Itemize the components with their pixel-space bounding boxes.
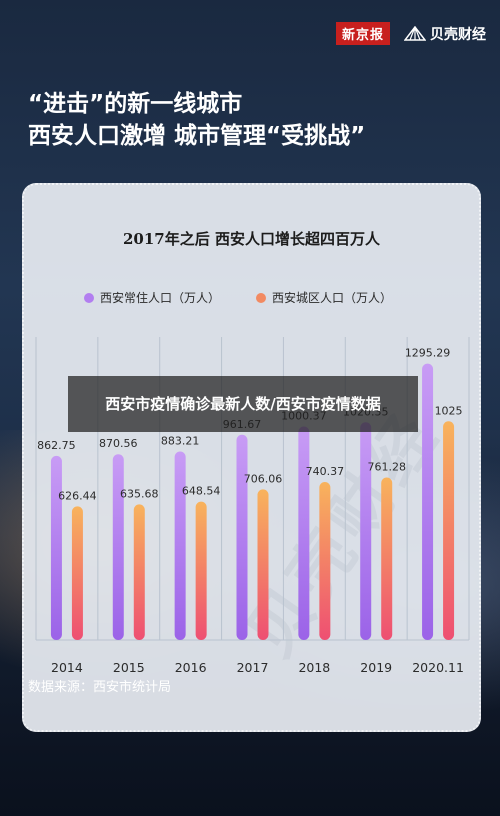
bar-series-2: [71, 506, 83, 640]
chart-legend: 西安常住人口（万人） 西安城区人口（万人）: [84, 289, 392, 306]
bar-series-1: [174, 451, 186, 640]
bar-series-2: [319, 482, 331, 640]
chart-card: 贝壳财经 2017年之后 西安人口增长超四百万人 西安常住人口（万人） 西安城区…: [22, 183, 481, 732]
legend-label-series-1: 西安常住人口（万人）: [100, 291, 221, 305]
data-label-series-1: 1295.29: [405, 347, 451, 360]
data-label-series-2: 740.37: [306, 465, 345, 478]
data-label-series-2: 706.06: [244, 472, 283, 485]
bar-series-2: [133, 504, 145, 640]
headline-line-1: “进击”的新一线城市: [28, 91, 243, 117]
bar-series-1: [422, 363, 434, 640]
data-source: 数据来源：西安市统计局: [28, 680, 172, 695]
x-tick-label: 2018: [298, 660, 330, 675]
bar-series-2: [257, 489, 269, 640]
x-tick-label: 2020.11: [412, 660, 464, 675]
x-tick-label: 2019: [360, 660, 392, 675]
beike-logo-text: 贝壳财经: [430, 26, 486, 43]
x-tick-label: 2014: [51, 660, 83, 675]
bar-series-2: [381, 477, 393, 640]
bar-series-2: [443, 421, 455, 640]
bar-series-1: [50, 455, 62, 640]
bar-series-1: [236, 434, 248, 640]
x-tick-label: 2017: [237, 660, 269, 675]
legend-label-series-2: 西安城区人口（万人）: [272, 291, 393, 305]
x-tick-label: 2016: [175, 660, 207, 675]
overlay-banner: 西安市疫情确诊最新人数/西安市疫情数据: [68, 376, 418, 432]
data-label-series-1: 883.21: [161, 435, 200, 448]
brand-bar: 新京报 贝壳财经: [335, 22, 486, 45]
headline: “进击”的新一线城市 西安人口激增 城市管理“受挑战”: [28, 88, 365, 152]
beike-logo: 贝壳财经: [404, 24, 486, 44]
x-tick-label: 2015: [113, 660, 145, 675]
data-label-series-2: 648.54: [182, 485, 221, 498]
xinjingbao-logo: 新京报: [335, 22, 390, 45]
legend-swatch-series-1: [84, 292, 94, 303]
bar-series-2: [195, 501, 207, 640]
legend-swatch-series-2: [256, 292, 267, 303]
bar-series-1: [112, 454, 124, 640]
data-label-series-2: 1025: [435, 404, 463, 417]
data-label-series-1: 870.56: [99, 437, 138, 450]
shell-logo-icon: [404, 25, 426, 41]
data-label-series-2: 635.68: [120, 487, 159, 500]
data-label-series-2: 761.28: [367, 461, 406, 474]
bar-chart-plot: 862.75 626.44 2014 870.56 635.68 2015 883.21 64…: [35, 337, 470, 675]
data-label-series-1: 862.75: [37, 439, 76, 452]
bar-series-1: [298, 426, 310, 640]
legend-item-series-1: 西安常住人口（万人）: [84, 289, 220, 306]
headline-line-2: 西安人口激增 城市管理“受挑战”: [28, 123, 366, 149]
data-label-series-2: 626.44: [58, 489, 97, 502]
bar-series-1: [360, 422, 372, 640]
chart-title: 2017年之后 西安人口增长超四百万人: [123, 230, 380, 248]
legend-item-series-2: 西安城区人口（万人）: [256, 289, 392, 306]
